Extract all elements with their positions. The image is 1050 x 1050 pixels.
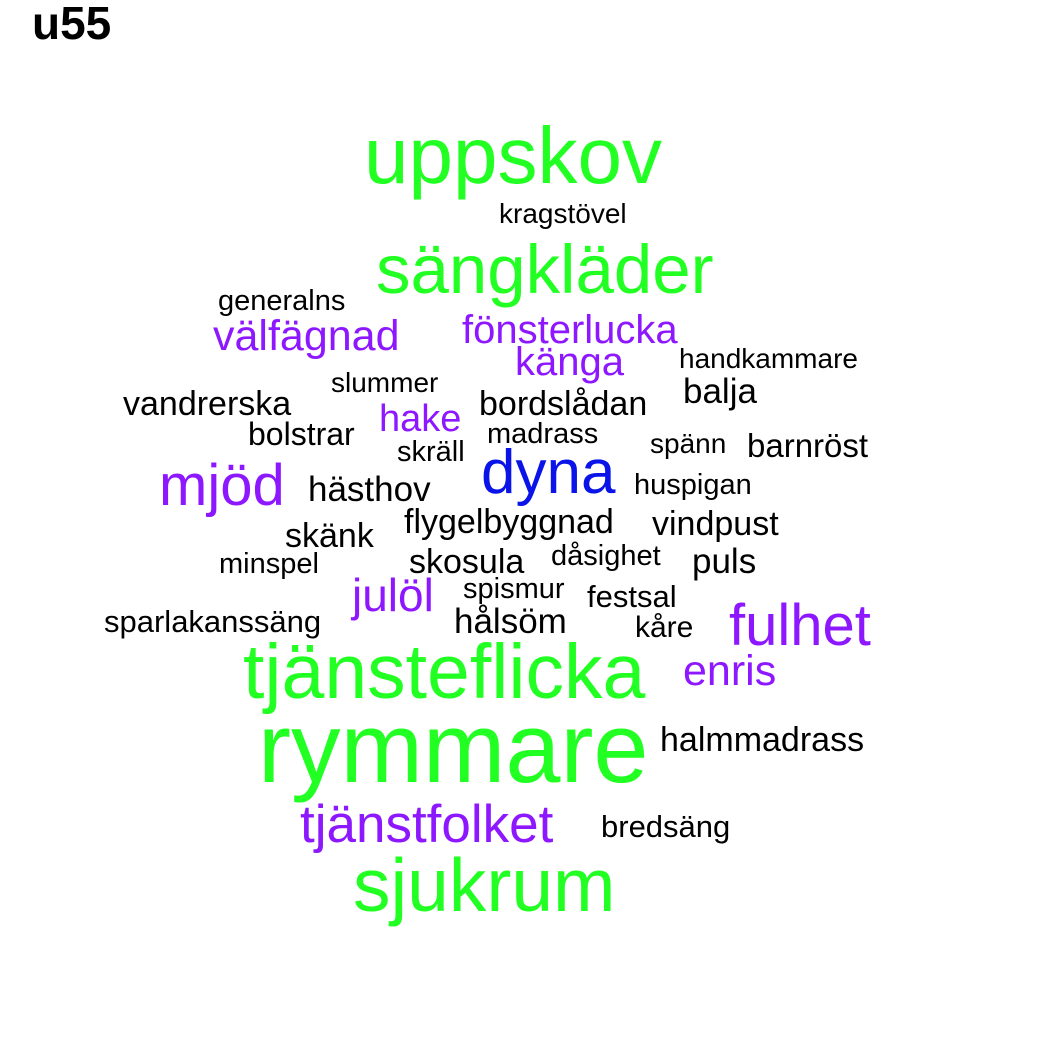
word-hasthov: hästhov — [308, 470, 431, 509]
word-dasighet: dåsighet — [551, 540, 661, 572]
word-bordsladan: bordslådan — [479, 385, 648, 423]
word-sparlakanssang: sparlakanssäng — [104, 604, 322, 639]
word-tjansteflicka: tjänsteflicka — [243, 629, 646, 715]
word-skrall: skräll — [397, 436, 465, 468]
word-huspigan: huspigan — [634, 469, 752, 501]
word-vandrerska: vandrerska — [123, 385, 292, 423]
word-spismur: spismur — [463, 573, 565, 605]
word-handkammare: handkammare — [679, 343, 858, 374]
word-halmmadrass: halmmadrass — [660, 721, 865, 759]
word-rymmare: rymmare — [258, 692, 649, 803]
word-generalns: generalns — [218, 285, 346, 317]
word-festsal: festsal — [587, 579, 677, 614]
word-sangklader: sängkläder — [376, 231, 714, 308]
word-spann: spänn — [650, 428, 727, 459]
word-kragstovel: kragstövel — [499, 198, 627, 229]
word-fulhet: fulhet — [729, 593, 871, 658]
word-julol: julöl — [352, 569, 434, 621]
word-skank: skänk — [285, 517, 374, 555]
word-hake: hake — [379, 398, 462, 440]
word-halsom: hålsöm — [454, 602, 567, 641]
cloud-title: u55 — [32, 0, 112, 49]
word-kanga: känga — [515, 340, 624, 384]
word-sjukrum: sjukrum — [353, 843, 616, 927]
word-balja: balja — [683, 372, 757, 411]
word-dyna: dyna — [481, 438, 616, 507]
word-valfagnad: välfägnad — [213, 312, 400, 360]
word-uppskov: uppskov — [364, 111, 662, 200]
word-bredsang: bredsäng — [601, 809, 731, 844]
word-madrass: madrass — [487, 418, 599, 450]
word-vindpust: vindpust — [652, 505, 779, 543]
word-kare: kåre — [635, 611, 694, 644]
word-puls: puls — [692, 542, 757, 581]
word-slummer: slummer — [331, 367, 439, 398]
word-flygelbyggnad: flygelbyggnad — [404, 503, 614, 541]
word-minspel: minspel — [219, 548, 319, 580]
word-enris: enris — [683, 647, 777, 695]
word-barnrost: barnröst — [747, 427, 869, 464]
word-bolstrar: bolstrar — [248, 416, 355, 452]
word-tjanstfolket: tjänstfolket — [300, 795, 554, 854]
word-fonsterlucka: fönsterlucka — [462, 308, 678, 352]
word-skosula: skosula — [409, 543, 525, 581]
word-mjod: mjöd — [159, 453, 285, 518]
